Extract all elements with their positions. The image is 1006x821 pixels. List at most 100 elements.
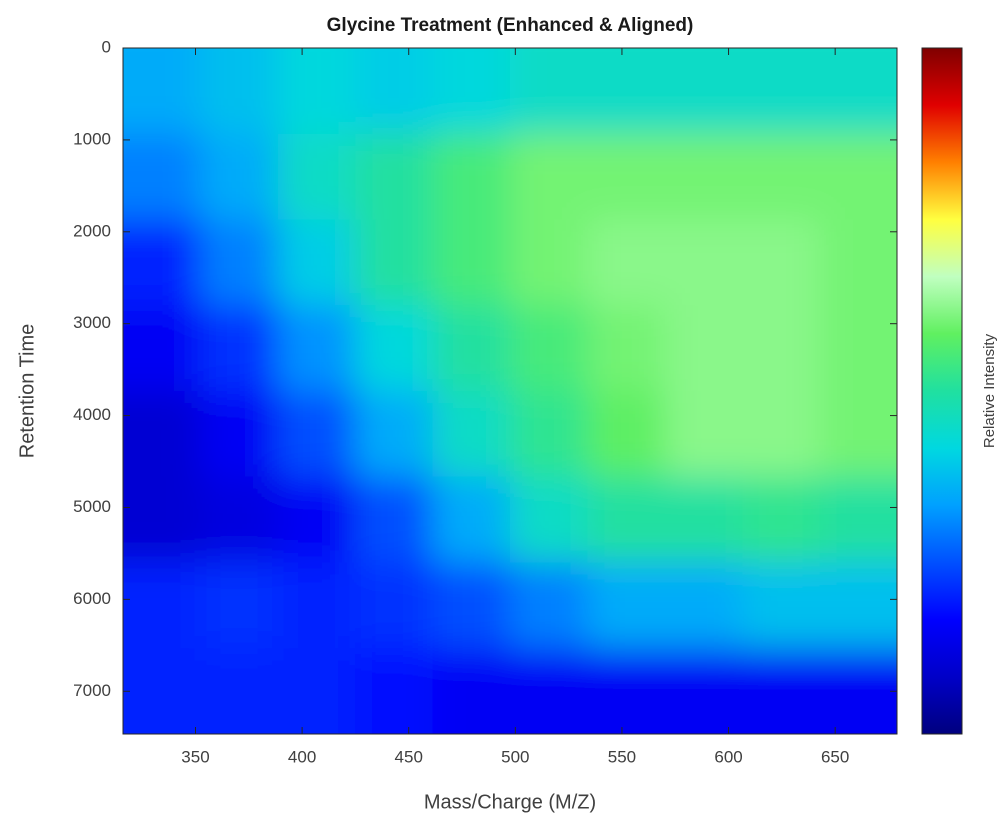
heatmap-cell [664,305,744,392]
heatmap-cell [510,476,589,564]
heatmap-cell [819,305,897,392]
heatmap-cell [123,648,202,734]
heatmap-cell [200,391,279,478]
heatmap-cell [510,562,589,650]
y-tick-label: 3000 [73,313,111,332]
heatmap-cell [742,133,821,221]
heatmap [123,48,897,734]
heatmap-cell [432,48,511,135]
heatmap-cell [200,219,279,307]
heatmap-cell [664,48,744,135]
heatmap-cell [819,391,897,478]
heatmap-cell [664,648,744,734]
heatmap-cell [587,476,666,564]
y-tick-label: 1000 [73,129,111,148]
heatmap-cell [277,562,357,650]
x-tick-label: 350 [181,747,209,766]
heatmap-cell [664,219,744,307]
y-axis-label: Retention Time [16,324,38,459]
y-tick-label: 0 [102,37,111,56]
heatmap-cell [355,391,434,478]
heatmap-cell [742,219,821,307]
x-tick-label: 450 [395,747,423,766]
heatmap-cell [664,391,744,478]
heatmap-cell [123,562,202,650]
x-tick-label: 550 [608,747,636,766]
chart-title: Glycine Treatment (Enhanced & Aligned) [327,15,694,36]
heatmap-cell [200,476,279,564]
heatmap-cell [819,219,897,307]
heatmap-cell [510,648,589,734]
heatmap-cell [587,48,666,135]
heatmap-cell [432,476,511,564]
heatmap-cell [819,562,897,650]
heatmap-cell [200,562,279,650]
heatmap-cell [742,648,821,734]
heatmap-cell [510,48,589,135]
heatmap-cell [510,133,589,221]
heatmap-cell [587,562,666,650]
heatmap-cell [200,133,279,221]
heatmap-cell [277,391,357,478]
heatmap-cell [355,648,434,734]
heatmap-cell [510,391,589,478]
heatmap-cell [200,48,279,135]
heatmap-cell [664,133,744,221]
colorbar [921,47,963,735]
heatmap-cell [432,562,511,650]
heatmap-cell [355,476,434,564]
heatmap-cell [587,305,666,392]
colorbar-label: Relative Intensity [981,333,998,448]
heatmap-cell [587,648,666,734]
heatmap-cell [355,305,434,392]
y-tick-label: 6000 [73,589,111,608]
heatmap-cell [819,476,897,564]
heatmap-cell [742,562,821,650]
heatmap-cell [123,305,202,392]
heatmap-cell [432,648,511,734]
heatmap-cell [123,48,202,135]
heatmap-cell [277,305,357,392]
x-tick-label: 600 [714,747,742,766]
x-axis-label: Mass/Charge (M/Z) [424,791,596,813]
heatmap-cell [510,219,589,307]
heatmap-cell [355,219,434,307]
heatmap-cell [123,219,202,307]
heatmap-cell [200,648,279,734]
heatmap-cell [432,219,511,307]
heatmap-cell [819,48,897,135]
heatmap-cell [355,562,434,650]
heatmap-cell [355,133,434,221]
heatmap-cell [742,48,821,135]
heatmap-cell [123,476,202,564]
heatmap-cell [587,219,666,307]
y-tick-label: 5000 [73,497,111,516]
plot-frame [122,47,898,735]
heatmap-cell [510,305,589,392]
x-tick-label: 650 [821,747,849,766]
heatmap-cell [742,391,821,478]
heatmap-cell [355,48,434,135]
heatmap-cell [277,219,357,307]
heatmap-cell [742,305,821,392]
y-tick-label: 4000 [73,405,111,424]
heatmap-cell [277,48,357,135]
x-tick-label: 500 [501,747,529,766]
heatmap-cell [277,648,357,734]
y-tick-label: 2000 [73,221,111,240]
heatmap-cell [587,391,666,478]
heatmap-cell [819,133,897,221]
heatmap-cell [277,133,357,221]
heatmap-cell [200,305,279,392]
heatmap-cell [819,648,897,734]
heatmap-cell [123,133,202,221]
heatmap-cell [277,476,357,564]
heatmap-cell [432,305,511,392]
y-tick-label: 7000 [73,681,111,700]
heatmap-cell [664,476,744,564]
x-tick-label: 400 [288,747,316,766]
heatmap-cell [123,391,202,478]
heatmap-cell [664,562,744,650]
heatmap-cell [742,476,821,564]
